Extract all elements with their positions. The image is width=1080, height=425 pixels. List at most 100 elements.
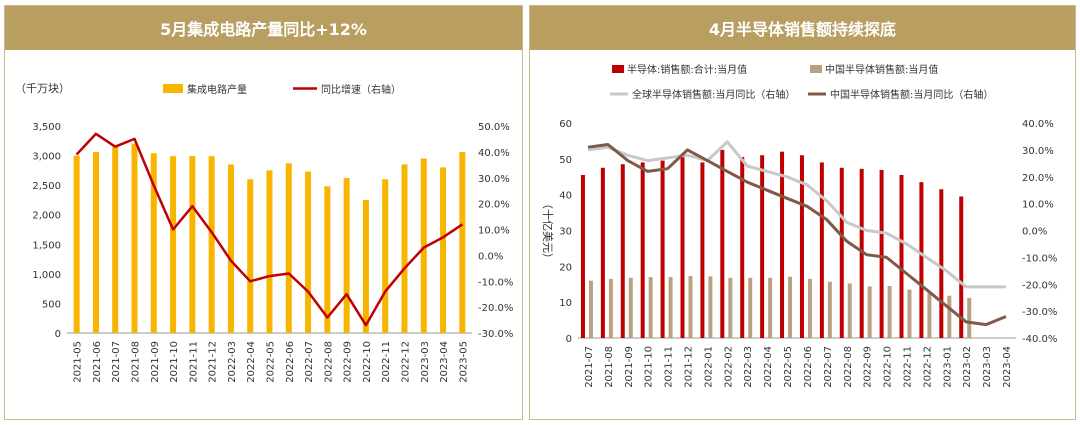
bar [362,199,369,333]
x-tick-label: 2022-11 [381,341,392,383]
bar [620,164,625,338]
y-left-tick-label: 1,000 [32,270,61,281]
bar [688,276,693,338]
left-chart-title: 5月集成电路产量同比+12% [5,6,522,50]
bar [827,281,832,338]
y-left-tick-label: 500 [42,299,61,310]
y-right-tick-label: 20.0% [478,200,510,211]
x-tick-label: 2023-04 [439,341,450,383]
y-left-tick-label: 3,500 [32,122,61,133]
y-right-tick-label: 0.0% [1022,227,1047,238]
bar [899,174,904,338]
y-right-tick-label: 40.0% [1022,119,1054,130]
bar [728,277,733,338]
bar [768,277,773,338]
bar [285,163,292,333]
x-tick-label: 2022-05 [783,346,794,388]
x-tick-label: 2023-04 [1002,346,1013,388]
bar [227,164,234,333]
x-tick-label: 2021-05 [73,341,84,383]
x-tick-label: 2022-06 [285,341,296,383]
bar [947,295,952,338]
y-right-tick-label: -20.0% [478,303,513,314]
x-tick-label: 2022-03 [227,341,238,383]
bar [459,152,466,333]
x-tick-label: 2021-12 [208,341,219,383]
bar [401,164,408,333]
legend-swatch-bar [163,84,183,93]
legend-swatch-china [810,65,822,73]
y-left-tick-label: 1,500 [32,240,61,251]
bar [588,280,593,338]
bar [680,155,685,338]
legend-label-china: 中国半导体销售额:当月值 [825,63,938,76]
y-right-tick-label: 40.0% [478,148,510,159]
x-tick-label: 2022-04 [246,341,257,383]
bar [580,174,585,338]
x-tick-label: 2021-10 [644,346,655,388]
y-right-tick-label: -10.0% [1022,253,1057,264]
y-right-tick-label: -10.0% [478,277,513,288]
bar [668,277,673,338]
bar [189,156,196,333]
x-tick-label: 2023-03 [982,346,993,388]
x-tick-label: 2022-04 [763,346,774,388]
bar [839,167,844,338]
x-tick-label: 2023-03 [420,341,431,383]
bar [740,157,745,338]
x-tick-label: 2021-11 [664,346,675,388]
bar [799,155,804,338]
x-tick-label: 2022-01 [703,346,714,388]
x-tick-label: 2022-02 [723,346,734,388]
y-left-tick-label: 0 [566,334,572,345]
bar [780,151,785,338]
y-right-tick-label: 0.0% [478,251,503,262]
y-right-tick-label: -30.0% [478,329,513,340]
bar [628,277,633,338]
x-tick-label: 2023-02 [962,346,973,388]
bar [324,186,331,333]
series-line [587,140,1006,289]
y-right-tick-label: 30.0% [1022,146,1054,157]
bar [150,153,157,333]
bar [266,170,273,333]
x-tick-label: 2021-09 [150,341,161,383]
x-tick-label: 2021-08 [604,346,615,388]
bar [708,276,713,338]
x-tick-label: 2022-08 [843,346,854,388]
legend-label-global-yoy: 全球半导体销售额:当月同比（右轴） [632,88,795,101]
bar [927,293,932,338]
legend-swatch-total [612,65,624,73]
x-tick-label: 2022-12 [401,341,412,383]
x-tick-label: 2022-05 [266,341,277,383]
bar [819,162,824,338]
bar [959,196,964,338]
y-right-tick-label: 20.0% [1022,173,1054,184]
bar [939,189,944,338]
bar [847,283,852,338]
y-left-tick-label: 20 [559,262,572,273]
bar [660,160,665,338]
right-chart-svg: （十亿美元） 半导体:销售额:合计:当月值 中国半导体销售额:当月值全球半导体销售额… [541,63,1057,388]
y-right-tick-label: -30.0% [1022,307,1057,318]
y-left-tick-label: 2,000 [32,211,61,222]
x-tick-label: 2023-05 [458,341,469,383]
y-right-tick-label: -40.0% [1022,334,1057,345]
x-tick-label: 2022-11 [903,346,914,388]
bar [382,179,389,333]
bar [440,167,447,333]
left-chart-svg: （千万块） 集成电路产量 同比增速（右轴） 0 500 1,000 1,500 2,000 2,… [15,82,513,383]
bar [131,143,138,333]
y-right-tick-label: 10.0% [1022,200,1054,211]
bar [760,155,765,338]
bar [887,286,892,338]
y-left-unit-label: （千万块） [15,82,70,95]
y-left-tick-label: 3,000 [32,152,61,163]
bar [919,182,924,338]
x-tick-label: 2021-12 [684,346,695,388]
y-right-tick-label: -20.0% [1022,280,1057,291]
y-left-tick-label: 10 [559,298,572,309]
legend-label-china-yoy: 中国半导体销售额:当月同比（右轴） [830,88,993,101]
bar [92,152,99,333]
bar [648,277,653,338]
